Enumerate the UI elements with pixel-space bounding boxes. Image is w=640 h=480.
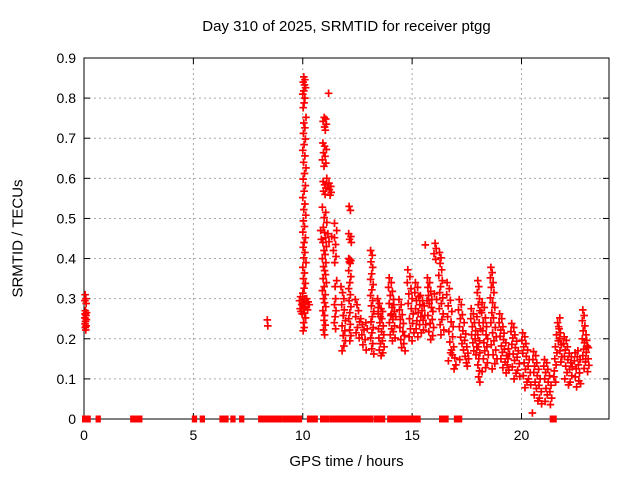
y-tick-label: 0.8	[57, 90, 77, 106]
y-tick-label: 0.5	[57, 210, 77, 226]
y-tick-label: 0.3	[57, 291, 77, 307]
y-tick-label: 0.2	[57, 331, 77, 347]
y-tick-label: 0	[68, 411, 76, 427]
y-tick-labels: 0 0.1 0.2 0.3 0.4 0.5 0.6 0.7 0.8 0.9	[57, 50, 77, 427]
x-axis-label: GPS time / hours	[289, 453, 404, 470]
x-tick-labels: 0 5 10 15 20	[80, 427, 529, 443]
data-points	[81, 73, 593, 417]
x-tick-label: 15	[404, 427, 420, 443]
y-tick-label: 0.7	[57, 130, 77, 146]
x-tick-label: 5	[189, 427, 197, 443]
zero-line-markers	[82, 415, 557, 423]
y-tick-label: 0.4	[57, 251, 77, 267]
y-tick-label: 0.1	[57, 371, 77, 387]
y-tick-label: 0.6	[57, 170, 77, 186]
x-tick-label: 20	[514, 427, 530, 443]
x-tick-label: 0	[80, 427, 88, 443]
x-tick-label: 10	[295, 427, 311, 443]
y-tick-label: 0.9	[57, 50, 77, 66]
chart-title: Day 310 of 2025, SRMTID for receiver ptg…	[202, 18, 491, 35]
